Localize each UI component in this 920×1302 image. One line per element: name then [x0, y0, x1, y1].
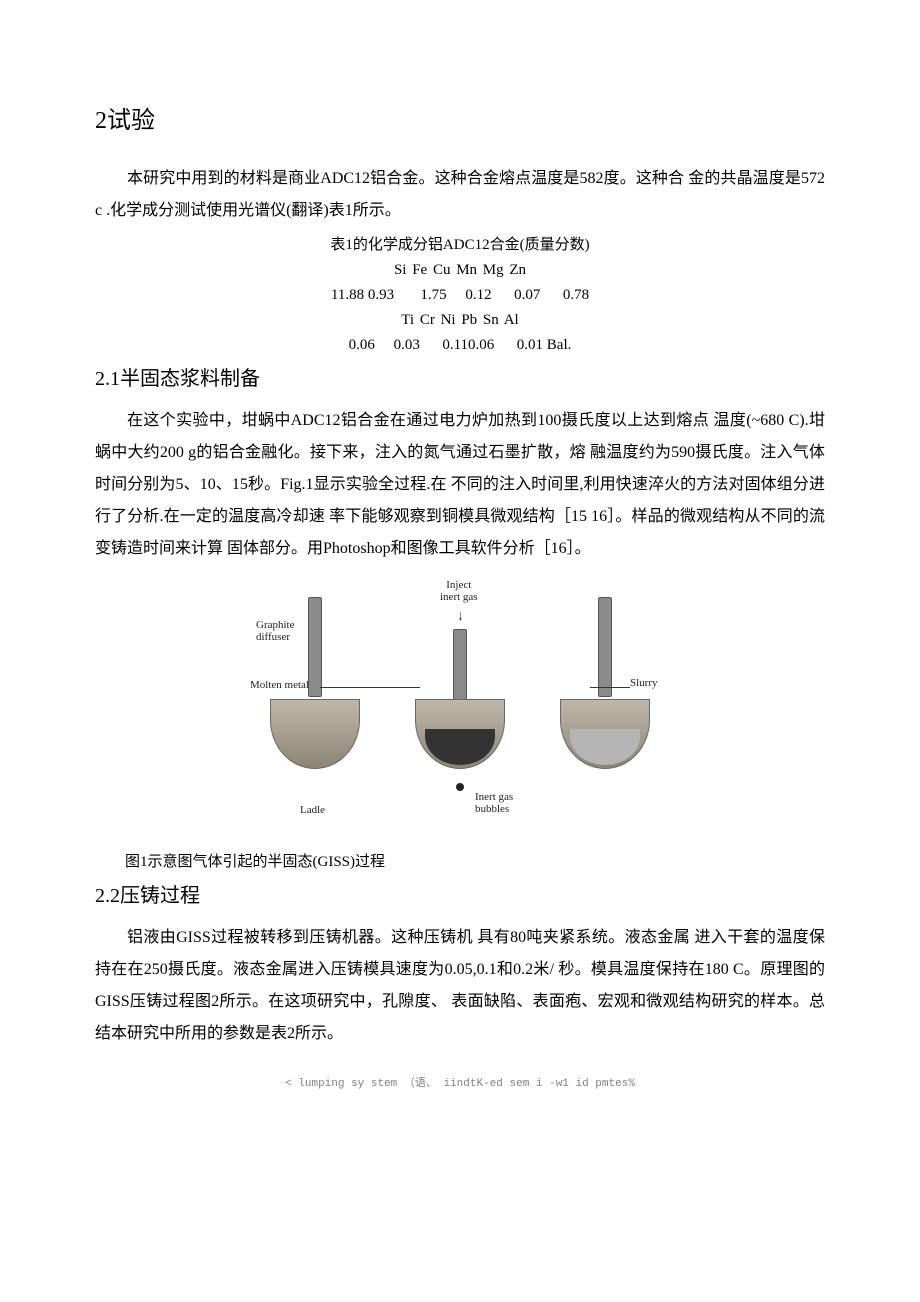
paragraph-intro: 本研究中用到的材料是商业ADC12铝合金。这种合金熔点温度是582度。这种合 金… [95, 163, 825, 227]
label-graphite: Graphite diffuser [256, 619, 294, 643]
table1-row2-elements: Ti Cr Ni Pb Sn Al [95, 312, 825, 329]
diagram-rod-3 [598, 597, 612, 697]
table1-caption: 表1的化学成分铝ADC12合金(质量分数) [95, 233, 825, 254]
table1-row1-elements: Si Fe Cu Mn Mg Zn [95, 262, 825, 279]
table1-row2-values: 0.06 0.03 0.110.06 0.01 Bal. [95, 337, 825, 354]
heading-experiment: 2试验 [95, 100, 825, 135]
diagram-rod-1 [308, 597, 322, 697]
label-inject: Inject inert gas [440, 579, 478, 603]
label-slurry: Slurry [630, 677, 658, 689]
heading-2-2: 2.2压铸过程 [95, 879, 825, 908]
diagram-crucible-1 [270, 699, 360, 769]
arrow-down-icon: ↓ [457, 609, 464, 625]
label-bubbles: Inert gas bubbles [475, 791, 513, 815]
figure1-diagram: Graphite diffuser Inject inert gas ↓ Mol… [95, 579, 825, 844]
line-molten [320, 687, 420, 688]
label-molten: Molten metal [250, 679, 309, 691]
figure1-caption: 图1示意图气体引起的半固态(GISS)过程 [125, 850, 825, 871]
table1-row1-values: 11.88 0.93 1.75 0.12 0.07 0.78 [95, 287, 825, 304]
footer-artifact-text: < lumping sy stem （语、 iindtK-ed sem i -w… [95, 1074, 825, 1090]
paragraph-2-2: 铝液由GISS过程被转移到压铸机器。这种压铸机 具有80吨夹紧系统。液态金属 进… [95, 922, 825, 1050]
label-ladle: Ladle [300, 804, 325, 816]
heading-2-1: 2.1半固态浆料制备 [95, 362, 825, 391]
diagram-bubble [456, 783, 464, 791]
paragraph-2-1: 在这个实验中，坩蜗中ADC12铝合金在通过电力炉加热到100摄氏度以上达到熔点 … [95, 405, 825, 565]
line-slurry [590, 687, 630, 688]
